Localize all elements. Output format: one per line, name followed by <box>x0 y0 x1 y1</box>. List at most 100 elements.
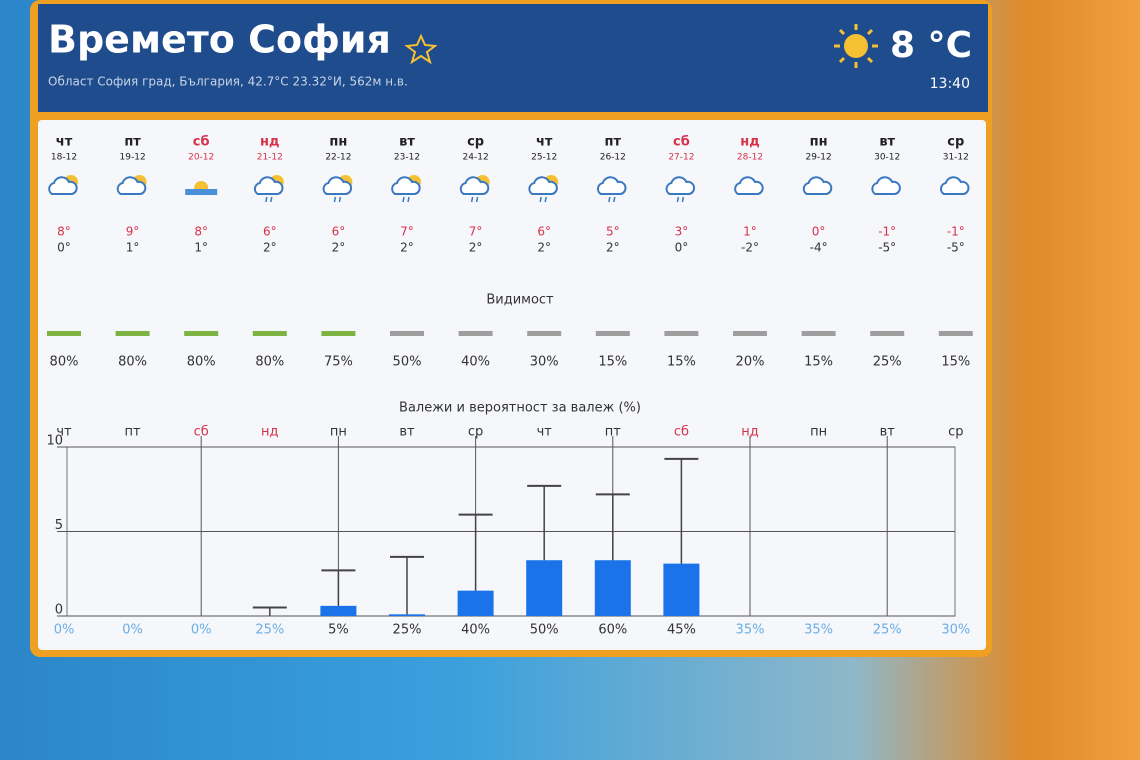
day-of-week: нд <box>260 135 279 150</box>
cloud <box>871 176 901 195</box>
probability-label: 0% <box>122 623 143 638</box>
bar <box>663 563 700 616</box>
day-of-week: пн <box>329 135 347 150</box>
visibility-label: 30% <box>530 355 559 370</box>
x-tick-label: нд <box>261 425 279 440</box>
x-tick-label: ср <box>948 425 963 440</box>
weather-icon <box>871 176 901 195</box>
favorite-star[interactable] <box>404 33 438 65</box>
cloud <box>391 176 421 195</box>
low-temperature: -2° <box>741 241 759 255</box>
weather-icon <box>734 176 764 195</box>
date: 21-12 <box>257 153 283 163</box>
cloud <box>322 176 353 195</box>
day-of-week: пн <box>810 135 828 150</box>
probability-label: 35% <box>736 623 765 638</box>
probability-label: 50% <box>530 623 559 638</box>
visibility-bar <box>458 331 493 336</box>
subtitle: Област София град, България, 42.7°С 23.3… <box>48 75 408 89</box>
low-temperature: 2° <box>469 241 483 255</box>
weather-icon <box>802 176 833 195</box>
chart-title: Валежи и вероятност за валеж (%) <box>399 401 641 416</box>
low-temperature: 0° <box>675 241 689 255</box>
probability-label: 25% <box>873 623 902 638</box>
probability-label: 40% <box>461 623 490 638</box>
visibility-label: 80% <box>255 355 284 370</box>
cloud <box>596 176 627 195</box>
bar <box>389 614 425 616</box>
low-temperature: 2° <box>606 241 620 255</box>
high-temperature: 6° <box>263 225 277 239</box>
bar <box>320 605 357 616</box>
forecast: чт 18-12 8° 0° пт 19-12 9° 1° сб 20-12 8° 1° нд 21-12… <box>46 135 973 638</box>
visibility-label: 15% <box>667 355 696 370</box>
rain <box>333 196 342 203</box>
visibility-bar <box>733 331 767 336</box>
x-tick-label: ср <box>468 425 483 440</box>
weather-icon <box>459 175 490 203</box>
high-temperature: 8° <box>57 225 71 239</box>
visibility-bar <box>938 331 973 336</box>
probability-label: 0% <box>54 623 75 638</box>
low-temperature: 1° <box>126 241 140 255</box>
probability-label: 25% <box>255 623 284 638</box>
x-tick-label: пн <box>810 425 827 440</box>
date: 26-12 <box>600 153 626 163</box>
high-temperature: 1° <box>743 225 757 239</box>
y-tick-label: 0 <box>55 603 63 618</box>
day-of-week: сб <box>193 135 210 150</box>
weather-icon <box>391 175 421 203</box>
day-of-week: пт <box>124 135 141 150</box>
high-temperature: 6° <box>332 225 346 239</box>
panel <box>38 120 986 650</box>
rain <box>539 196 547 203</box>
cloud <box>665 176 696 195</box>
probability-label: 60% <box>598 623 627 638</box>
day-of-week: чт <box>56 135 73 150</box>
day-of-week: ср <box>947 135 964 150</box>
probability-label: 5% <box>328 623 349 638</box>
cloud <box>939 176 970 195</box>
visibility-bar <box>595 331 630 336</box>
cloud <box>116 176 147 195</box>
low-temperature: -5° <box>878 241 896 255</box>
day-of-week: нд <box>740 135 759 150</box>
cloud <box>802 176 833 195</box>
visibility-label: 15% <box>804 355 833 370</box>
date: 31-12 <box>943 153 969 163</box>
high-temperature: 6° <box>537 225 551 239</box>
time: 13:40 <box>930 76 970 92</box>
cloud <box>48 176 78 195</box>
date: 25-12 <box>531 153 557 163</box>
date: 29-12 <box>806 153 832 163</box>
day-of-week: вт <box>399 135 415 150</box>
visibility-bar <box>801 331 836 336</box>
date: 23-12 <box>394 153 420 163</box>
error-bar <box>595 493 630 561</box>
visibility-label: 25% <box>873 355 902 370</box>
day-of-week: вт <box>879 135 895 150</box>
cloud <box>734 176 764 195</box>
low-temperature: 2° <box>537 241 551 255</box>
low-temperature: -4° <box>810 241 828 255</box>
weather-icon <box>116 175 147 195</box>
error-bar <box>458 513 493 591</box>
visibility-bar <box>47 331 81 336</box>
weather-icon <box>48 175 78 195</box>
x-tick-label: пн <box>330 425 347 440</box>
x-tick-label: чт <box>56 425 72 440</box>
weather-icon <box>253 175 284 203</box>
weather-icon <box>528 175 559 203</box>
bar <box>594 560 631 616</box>
low-temperature: -5° <box>947 241 965 255</box>
visibility-bar <box>321 331 356 336</box>
day-of-week: чт <box>536 135 553 150</box>
visibility-label: 80% <box>118 355 147 370</box>
weather-icon <box>939 176 970 195</box>
visibility-bar <box>870 331 905 336</box>
visibility-bar <box>115 331 150 336</box>
date: 18-12 <box>51 153 77 163</box>
header-band <box>38 4 988 112</box>
x-tick-label: сб <box>674 425 689 440</box>
date: 22-12 <box>325 153 351 163</box>
